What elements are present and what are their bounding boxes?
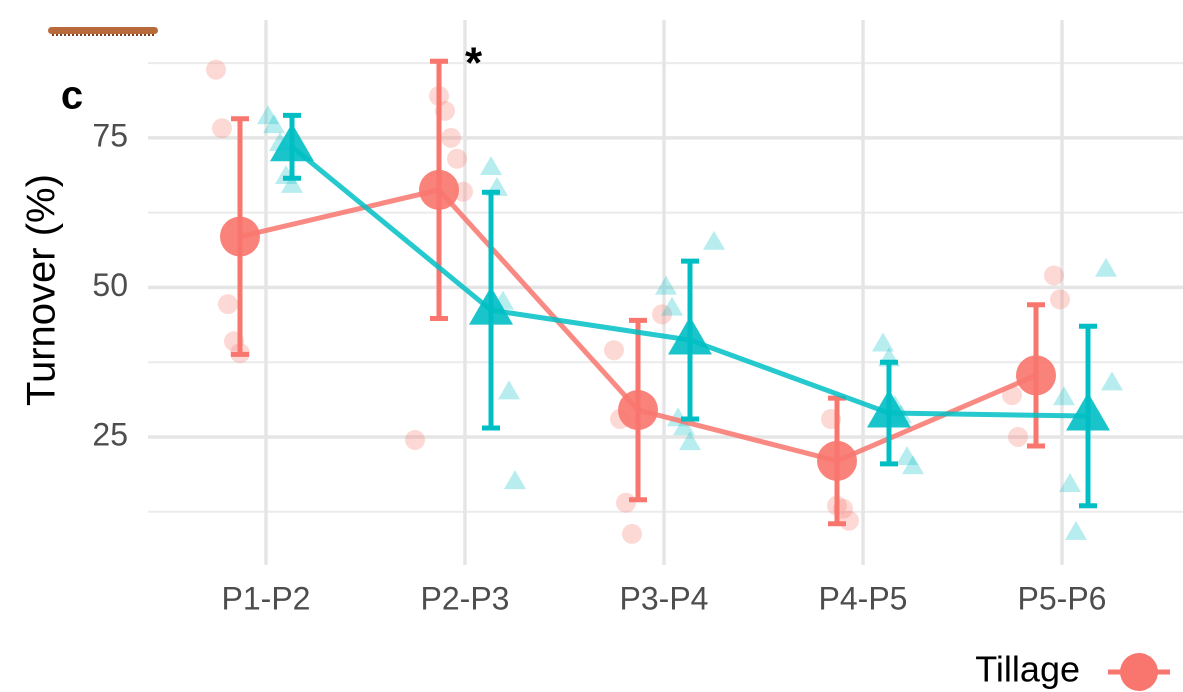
x-tick-label: P1-P2	[222, 580, 311, 616]
significance-mark: *	[465, 39, 483, 88]
raw-point	[281, 173, 303, 193]
raw-point	[1008, 426, 1028, 447]
x-tick-label: P3-P4	[620, 580, 709, 616]
raw-point	[1101, 371, 1123, 391]
raw-point	[616, 492, 636, 513]
millipede-icon	[48, 27, 158, 36]
raw-point	[1065, 520, 1087, 540]
legend-label: Tillage	[975, 649, 1080, 690]
raw-point	[218, 294, 238, 315]
raw-point	[1053, 386, 1075, 406]
mean-point	[1016, 355, 1056, 396]
mean-point	[469, 286, 513, 325]
raw-point	[673, 416, 695, 436]
raw-point	[212, 118, 232, 139]
legend-marker	[1120, 653, 1158, 691]
raw-point	[679, 431, 701, 451]
raw-point	[405, 429, 425, 450]
mean-point	[867, 389, 911, 428]
raw-point	[263, 114, 285, 134]
raw-point	[604, 340, 624, 361]
raw-point	[839, 510, 859, 531]
raw-point	[902, 455, 924, 475]
y-tick-label: 25	[92, 416, 128, 452]
mean-point	[1066, 392, 1110, 431]
raw-point	[1050, 289, 1070, 310]
raw-point	[703, 230, 725, 250]
raw-point	[872, 332, 894, 352]
raw-point	[1059, 473, 1081, 493]
raw-point	[655, 275, 677, 295]
mean-point	[220, 216, 260, 257]
raw-point	[896, 446, 918, 466]
raw-point	[206, 59, 226, 80]
raw-point	[441, 127, 461, 148]
raw-point	[1044, 265, 1064, 286]
icon-body	[48, 27, 158, 34]
raw-point	[622, 523, 642, 544]
mean-point	[270, 123, 314, 162]
raw-point	[1095, 257, 1117, 277]
y-tick-label: 75	[92, 117, 128, 153]
panel-label: c	[61, 74, 83, 118]
raw-point	[652, 304, 672, 325]
raw-point	[661, 296, 683, 316]
x-tick-label: P2-P3	[421, 580, 510, 616]
raw-point	[480, 155, 502, 175]
grid	[148, 20, 1183, 565]
raw-point	[257, 105, 279, 125]
y-axis-label: Turnover (%)	[20, 174, 64, 406]
y-tick-label: 50	[92, 267, 128, 303]
mean-point	[618, 390, 658, 431]
mean-point	[668, 316, 712, 355]
raw-point	[447, 148, 467, 169]
mean-point	[817, 440, 857, 481]
x-tick-label: P4-P5	[819, 580, 908, 616]
raw-point	[504, 470, 526, 490]
raw-point	[498, 380, 520, 400]
mean-point	[419, 169, 459, 210]
x-tick-label: P5-P6	[1018, 580, 1107, 616]
